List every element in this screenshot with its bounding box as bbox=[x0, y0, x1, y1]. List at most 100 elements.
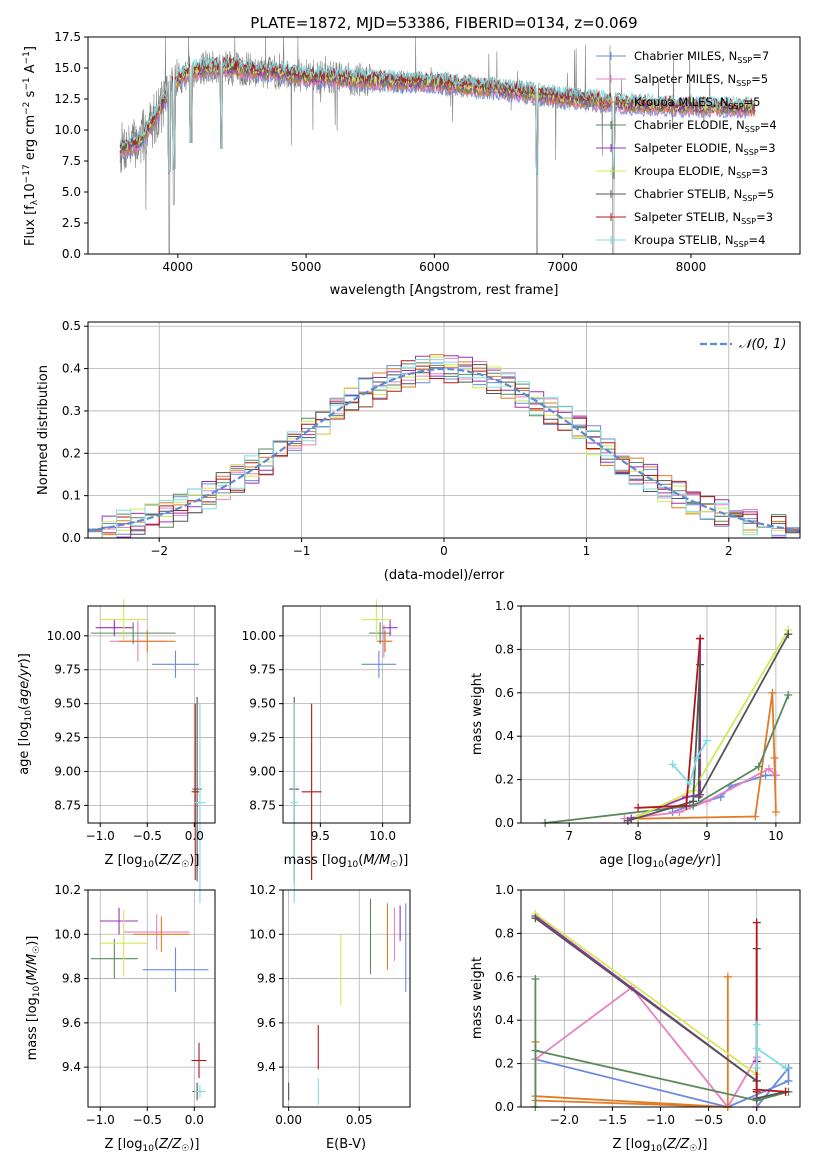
age-vs-z-ylabel: age [log10(age/yr)] bbox=[17, 653, 34, 775]
weight-point-marker bbox=[752, 1044, 761, 1053]
x-tick-label: 7 bbox=[565, 829, 573, 843]
legend-value: =4 bbox=[749, 233, 766, 247]
y-tick-label: 1.0 bbox=[495, 599, 514, 613]
weight-series-line bbox=[544, 694, 790, 824]
x-tick-label: −1.5 bbox=[598, 1113, 627, 1127]
y-tick-label: 0.1 bbox=[62, 489, 81, 503]
legend-subscript: SSP bbox=[737, 56, 752, 65]
legend-value: =4 bbox=[760, 118, 777, 132]
weight-point-marker bbox=[781, 1063, 790, 1072]
x-tick-label: 4000 bbox=[163, 260, 194, 274]
weight-point-marker bbox=[675, 808, 684, 817]
legend-label: Chabrier ELODIE, NSSP=4 bbox=[634, 118, 777, 134]
residual-histogram bbox=[88, 355, 800, 538]
mass-vs-z-xlabel: Z [log10(Z/Z☉)] bbox=[105, 1137, 200, 1154]
weight-point-marker bbox=[751, 812, 760, 821]
y-tick-label: 0.6 bbox=[495, 686, 514, 700]
weight-vs-z-data bbox=[531, 909, 793, 1111]
x-tick-label: 0.0 bbox=[185, 1113, 204, 1127]
y-tick-label: 0.4 bbox=[495, 729, 514, 743]
y-tick-label: 10.0 bbox=[54, 927, 81, 941]
weight-point-marker bbox=[752, 918, 761, 927]
weight-point-marker bbox=[761, 771, 770, 780]
weight-vs-z-panel: −2.0 −1.5 −1.0 −0.5 0.0 0.0 0.2 0.4 0.6 0.8 1.0 Z … bbox=[470, 883, 801, 1154]
y-tick-label: 12.5 bbox=[54, 92, 81, 106]
age-vs-mass-frame bbox=[282, 605, 411, 824]
weight-series-line bbox=[755, 1024, 787, 1069]
legend-subscript: SSP bbox=[744, 148, 759, 157]
mass-vs-ebv-grid bbox=[283, 889, 410, 1107]
x-tick-label: 0.0 bbox=[185, 829, 204, 843]
y-tick-label: 10.00 bbox=[47, 629, 81, 643]
y-tick-label: 9.25 bbox=[54, 731, 81, 745]
weight-point-marker bbox=[771, 808, 780, 817]
x-tick-label: 8 bbox=[634, 829, 642, 843]
weight-point-marker bbox=[685, 779, 694, 788]
x-tick-label: 2 bbox=[725, 544, 733, 558]
weight-series-line bbox=[755, 922, 786, 1093]
y-tick-label: 10.0 bbox=[249, 927, 276, 941]
x-tick-label: −0.5 bbox=[133, 1113, 162, 1127]
weight-point-marker bbox=[723, 972, 732, 981]
legend-label: Salpeter MILES, NSSP=5 bbox=[634, 72, 768, 88]
y-tick-label: 0.2 bbox=[495, 1057, 514, 1071]
y-tick-label: 0.0 bbox=[62, 247, 81, 261]
weight-point-marker bbox=[784, 1076, 793, 1085]
y-tick-label: 17.5 bbox=[54, 30, 81, 44]
weight-point-marker bbox=[689, 797, 698, 806]
y-tick-label: 0.0 bbox=[62, 531, 81, 545]
weight-point-marker bbox=[682, 801, 691, 810]
legend-label: Salpeter ELODIE, NSSP=3 bbox=[634, 141, 776, 157]
age-vs-z-panel: −1.0 −0.5 0.0 8.75 9.00 9.25 9.50 9.75 10.00 Z [… bbox=[17, 599, 216, 904]
y-tick-label: 9.6 bbox=[62, 1016, 81, 1030]
legend-subscript: SSP bbox=[741, 217, 756, 226]
spectrum-clipped bbox=[119, 37, 756, 254]
residual-xlabel: (data-model)/error bbox=[384, 568, 505, 583]
age-vs-mass-grid bbox=[283, 606, 410, 823]
age-vs-mass-data bbox=[289, 599, 398, 904]
spectrum-ticks: 4000 5000 6000 7000 8000 0.0 2.5 5.0 7.5 10.0 12.5… bbox=[54, 30, 706, 274]
y-tick-label: 9.25 bbox=[249, 731, 276, 745]
weight-vs-z-xlabel: Z [log10(Z/Z☉)] bbox=[613, 1137, 708, 1154]
residual-data bbox=[88, 354, 800, 538]
y-tick-label: 9.50 bbox=[249, 697, 276, 711]
y-tick-label: 10.2 bbox=[249, 883, 276, 897]
weight-series-line bbox=[671, 740, 708, 786]
y-tick-label: 9.8 bbox=[62, 972, 81, 986]
model-spectrum-line bbox=[119, 60, 756, 179]
y-tick-label: 10.0 bbox=[54, 123, 81, 137]
weight-vs-age-frame bbox=[520, 605, 801, 824]
y-tick-label: 0.4 bbox=[495, 1013, 514, 1027]
x-tick-label: 10.0 bbox=[369, 829, 396, 843]
mass-vs-z-panel: −1.0 −0.5 0.0 9.4 9.6 9.8 10.0 10.2 Z [log10(Z/… bbox=[25, 883, 216, 1154]
weight-point-marker bbox=[754, 762, 763, 771]
mass-vs-z-frame bbox=[87, 889, 216, 1108]
legend-value: =5 bbox=[751, 72, 768, 86]
y-tick-label: 0.4 bbox=[62, 362, 81, 376]
y-tick-label: 9.4 bbox=[62, 1060, 81, 1074]
y-tick-label: 9.50 bbox=[54, 697, 81, 711]
mass-vs-ebv-xlabel: E(B-V) bbox=[326, 1137, 366, 1152]
weight-point-marker bbox=[784, 630, 793, 639]
legend-label: Kroupa MILES, NSSP=5 bbox=[634, 95, 760, 111]
y-tick-label: 0.0 bbox=[495, 816, 514, 830]
y-tick-label: 9.6 bbox=[257, 1016, 276, 1030]
residual-ticks: −2 −1 0 1 2 0.0 0.1 0.2 0.3 0.4 0.5 bbox=[62, 319, 733, 558]
x-tick-label: 7000 bbox=[547, 260, 578, 274]
y-tick-label: 0.5 bbox=[62, 319, 81, 333]
mass-vs-ebv-data bbox=[288, 898, 407, 1105]
x-tick-label: −1.0 bbox=[646, 1113, 675, 1127]
weight-vs-age-panel: 7 8 9 10 0.0 0.2 0.4 0.6 0.8 1.0 age [log10(age/y… bbox=[470, 599, 801, 870]
weight-point-marker bbox=[765, 764, 773, 773]
x-tick-label: −0.5 bbox=[133, 829, 162, 843]
normal-legend-label: 𝒩(0, 1) bbox=[739, 337, 786, 352]
age-vs-mass-xlabel: mass [log10(M/M☉)] bbox=[284, 853, 409, 870]
y-tick-label: 0.6 bbox=[495, 970, 514, 984]
y-tick-label: 0.8 bbox=[495, 642, 514, 656]
weight-vs-z-ylabel: mass weight bbox=[470, 957, 485, 1039]
weight-vs-age-ticks: 7 8 9 10 0.0 0.2 0.4 0.6 0.8 1.0 bbox=[495, 599, 784, 843]
legend-subscript: SSP bbox=[734, 240, 749, 249]
weight-series-line bbox=[637, 629, 790, 818]
y-tick-label: 10.00 bbox=[242, 629, 276, 643]
